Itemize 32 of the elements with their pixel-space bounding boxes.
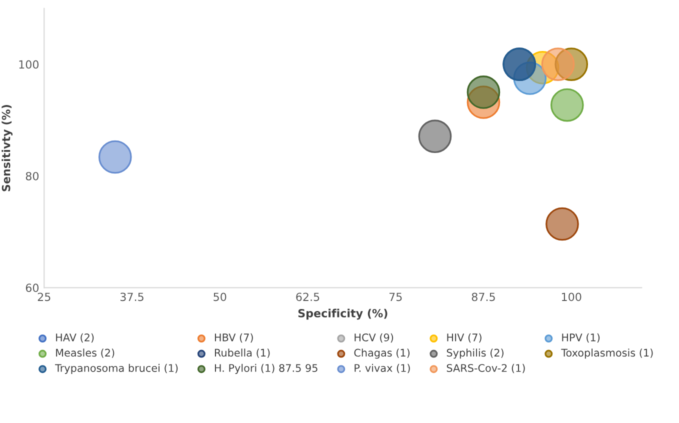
legend-label: Chagas (1) xyxy=(354,348,410,359)
point xyxy=(98,140,132,174)
y-tick-label: 60 xyxy=(26,284,39,292)
legend-label: Syphilis (2) xyxy=(446,348,504,359)
point xyxy=(541,48,575,81)
x-tick-label: 75 xyxy=(389,292,402,302)
legend-label: HCV (9) xyxy=(354,333,394,343)
x-tick-label: 25 xyxy=(38,292,50,302)
legend-label: Toxoplasmosis (1) xyxy=(561,348,653,359)
x-axis-title: Specificity (%) xyxy=(298,308,388,320)
x-tick-label: 87.5 xyxy=(472,292,495,302)
point xyxy=(418,120,452,153)
legend-label: Rubella (1) xyxy=(214,348,270,358)
legend-label: HPV (1) xyxy=(562,333,600,343)
legend-label: H. Pylori (1) 87.5 95 xyxy=(214,364,318,374)
legend-label: P. vivax (1) xyxy=(354,364,410,374)
point xyxy=(546,207,579,241)
legend-label: HAV (2) xyxy=(56,333,94,343)
legend-label: HIV (7) xyxy=(447,333,482,343)
x-tick-label: 62.5 xyxy=(296,292,320,302)
point xyxy=(550,88,584,122)
y-tick-label: 100 xyxy=(19,60,39,69)
legend-label: Measles (2) xyxy=(56,348,114,358)
x-tick-label: 37.5 xyxy=(120,292,144,302)
x-tick-label: 100 xyxy=(562,292,582,302)
y-tick-label: 80 xyxy=(26,172,39,180)
legend-label: HBV (7) xyxy=(214,333,253,343)
legend-label: Trypanosoma brucei (1) xyxy=(55,364,178,374)
legend-label: SARS-Cov-2 (1) xyxy=(446,364,525,374)
y-axis-title: Sensitivty (%) xyxy=(2,105,13,192)
point xyxy=(466,76,500,109)
x-tick-label: 50 xyxy=(214,292,226,302)
